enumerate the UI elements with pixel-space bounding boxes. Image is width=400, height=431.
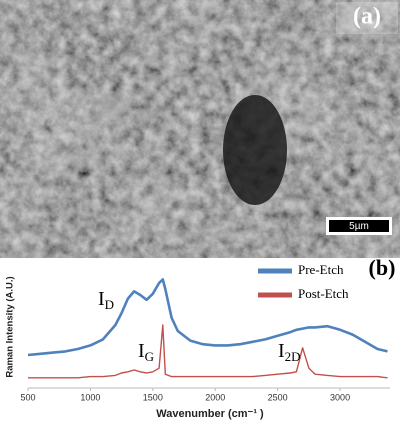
scale-bar <box>329 220 389 232</box>
label-box <box>336 2 398 34</box>
scale-bar-label: 5µm <box>349 221 369 232</box>
x-tick-label: 1500 <box>143 392 163 402</box>
panel-label: (b) <box>369 255 396 280</box>
series-line <box>28 324 388 379</box>
annotation: I2D <box>278 340 301 364</box>
annotation-sub: G <box>145 349 154 364</box>
annotation-main: I <box>278 340 285 362</box>
x-tick-label: 3000 <box>330 392 350 402</box>
legend-label: Pre-Etch <box>298 262 344 277</box>
annotation: IG <box>138 340 154 364</box>
x-axis-label: Wavenumber (cm⁻¹ ) <box>156 408 264 420</box>
series-line <box>27 278 388 357</box>
x-tick-label: 2500 <box>268 392 288 402</box>
x-tick-label: 500 <box>20 392 35 402</box>
annotation-main: I <box>98 288 105 310</box>
annotation-sub: D <box>105 297 114 312</box>
annotation-main: I <box>138 340 145 362</box>
annotation: ID <box>98 288 114 312</box>
annotation-sub: 2D <box>285 349 301 364</box>
x-tick-label: 2000 <box>205 392 225 402</box>
panel-label: (a) <box>353 4 381 30</box>
x-tick-label: 1000 <box>80 392 100 402</box>
sem-image <box>0 0 400 258</box>
y-axis-label: Raman Intensity (A.U.) <box>5 276 16 377</box>
legend-label: Post-Etch <box>298 286 349 301</box>
